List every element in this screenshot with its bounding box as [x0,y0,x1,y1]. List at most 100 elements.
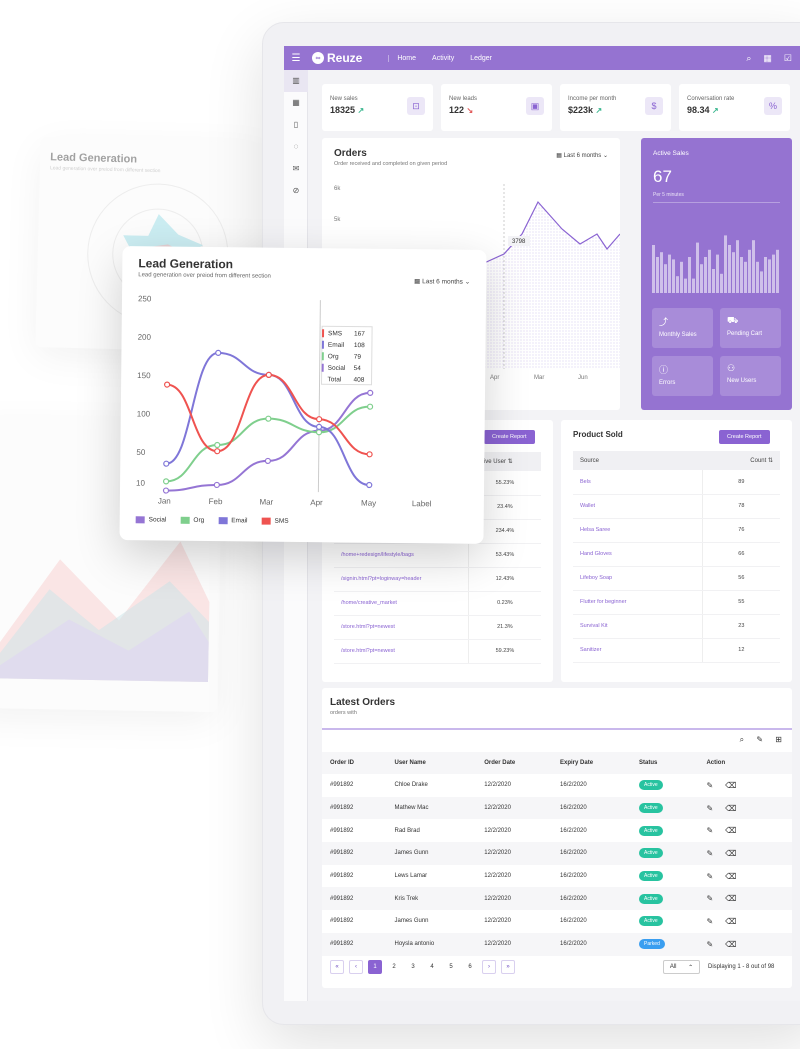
tile-monthly-sales[interactable]: ⤴ Monthly Sales [652,308,713,348]
table-row[interactable]: #991892 Chloe Drake 12/2/2020 16/2/2020 Acti… [322,774,792,797]
page-link[interactable]: /store.html?pt=newest [334,615,469,640]
data-point[interactable] [315,423,323,430]
data-point[interactable] [265,371,272,379]
data-point[interactable] [315,429,323,436]
delete-icon[interactable]: ⌫ [725,939,737,949]
delete-icon[interactable]: ⌫ [725,826,737,836]
page-number[interactable]: 1 [368,960,382,974]
legend-item[interactable]: SMS [261,517,289,525]
column-header[interactable]: Order ID [322,752,387,774]
delete-icon[interactable]: ⌫ [725,848,737,858]
edit-icon[interactable]: ✎ [706,848,714,858]
page-size-select[interactable]: All ⌃ [663,960,700,974]
legend-item[interactable]: Org [180,516,204,524]
tile-errors[interactable]: ⓘ Errors [652,356,713,396]
product-source[interactable]: Survival Kit [573,614,703,639]
data-point[interactable] [264,457,272,465]
data-point[interactable] [162,487,170,494]
page-number[interactable]: 4 [430,964,434,970]
table-row[interactable]: #991892 James Gunn 12/2/2020 16/2/2020 Activ… [322,910,792,933]
calendar-icon[interactable]: ▦ [292,98,300,107]
create-report-button[interactable]: Create Report [719,430,770,444]
legend-item[interactable]: Social [135,516,166,524]
table-row[interactable]: #991892 Hoysla antonio 12/2/2020 16/2/2020 P… [322,932,792,956]
page-number[interactable]: 3 [411,964,415,970]
edit-icon[interactable]: ✎ [706,780,714,790]
orders-range-select[interactable]: ▦ Last 6 months ⌄ [556,153,608,159]
legend-item[interactable]: Email [218,517,248,524]
file-icon[interactable]: ▯ [293,120,299,129]
edit-icon[interactable]: ✎ [706,894,714,904]
data-point[interactable] [367,389,374,396]
edit-icon[interactable]: ✎ [756,735,764,744]
data-point[interactable] [162,478,170,485]
table-row[interactable]: #991892 Rad Brad 12/2/2020 16/2/2020 Active ✎… [322,819,792,842]
data-point[interactable] [215,349,222,356]
data-point[interactable] [265,415,272,422]
delete-icon[interactable]: ⌫ [725,916,737,926]
delete-icon[interactable]: ⌫ [725,871,737,881]
data-point[interactable] [366,451,373,458]
column-header[interactable]: Status [631,752,699,774]
lead-range-select[interactable]: ▦ Last 6 months ⌄ [414,278,471,286]
page-link[interactable]: /signin.html?pt=loginway=header [334,567,469,592]
nav-ledger[interactable]: Ledger [470,54,492,62]
chat-icon[interactable]: ◌ [293,142,299,151]
product-source[interactable]: Flutter for beginner [573,590,703,615]
edit-icon[interactable]: ✎ [706,939,714,949]
page-link[interactable]: /store.html?pt=newest [334,639,469,664]
delete-icon[interactable]: ⌫ [725,803,737,813]
product-source[interactable]: Hand Gloves [573,542,703,567]
edit-icon[interactable]: ✎ [706,916,714,926]
data-point[interactable] [214,448,221,455]
data-point[interactable] [163,460,170,467]
data-point[interactable] [366,403,374,410]
source-header[interactable]: Source [573,451,703,470]
tile-new-users[interactable]: ⚇ New Users [720,356,781,396]
search-icon[interactable]: ⌕ [746,52,752,63]
page-number[interactable]: 5 [449,964,453,970]
create-report-button[interactable]: Create Report [484,430,535,444]
checkbox-icon[interactable]: ☑ [783,52,792,63]
last-page-icon[interactable]: » [501,960,515,974]
delete-icon[interactable]: ⌫ [725,780,737,790]
page-link[interactable]: /home/creative_market [334,591,469,616]
page-link[interactable]: /home+redesign/lifestyle/bags [334,543,469,568]
table-row[interactable]: #991892 Kris Trek 12/2/2020 16/2/2020 Active… [322,887,792,911]
add-icon[interactable]: ⊞ [775,735,782,744]
table-row[interactable]: #991892 Mathew Mac 12/2/2020 16/2/2020 Activ… [322,796,792,820]
first-page-icon[interactable]: « [330,960,344,974]
column-header[interactable]: Order Date [476,752,553,774]
product-source[interactable]: Bels [573,470,703,495]
prev-page-icon[interactable]: ‹ [349,960,363,974]
table-row[interactable]: #991892 Lews Lamar 12/2/2020 16/2/2020 Activ… [322,865,792,888]
edit-icon[interactable]: ✎ [706,871,714,881]
column-header[interactable]: Expiry Date [552,752,632,774]
nav-activity[interactable]: Activity [432,54,455,62]
column-header[interactable]: Action [698,752,792,774]
data-point[interactable] [164,381,171,388]
nav-home[interactable]: Home [397,54,417,62]
menu-icon[interactable]: ☰ [291,52,301,64]
product-source[interactable]: Lifeboy Soap [573,566,703,591]
check-circle-icon[interactable]: ⊘ [292,186,300,195]
product-source[interactable]: Wallet [573,494,703,519]
data-point[interactable] [366,481,373,489]
data-point[interactable] [316,416,323,423]
chart-icon[interactable]: ▥ [284,70,308,92]
active-user-header[interactable]: Active User ⇅ [468,452,541,471]
mail-icon[interactable]: ✉ [292,164,300,173]
count-header[interactable]: Count ⇅ [702,451,780,470]
edit-icon[interactable]: ✎ [706,803,714,813]
page-number[interactable]: 6 [468,964,472,970]
delete-icon[interactable]: ⌫ [725,894,737,904]
table-row[interactable]: #991892 James Gunn 12/2/2020 16/2/2020 Activ… [322,842,792,865]
brand[interactable]: ∞ Reuze [312,51,362,65]
calendar-icon[interactable]: ▦ [763,52,772,63]
next-page-icon[interactable]: › [482,960,496,974]
data-point[interactable] [214,441,221,449]
search-icon[interactable]: ⌕ [739,735,745,744]
data-point[interactable] [213,481,220,489]
product-source[interactable]: Helsa Saree [573,518,703,543]
edit-icon[interactable]: ✎ [706,826,714,836]
